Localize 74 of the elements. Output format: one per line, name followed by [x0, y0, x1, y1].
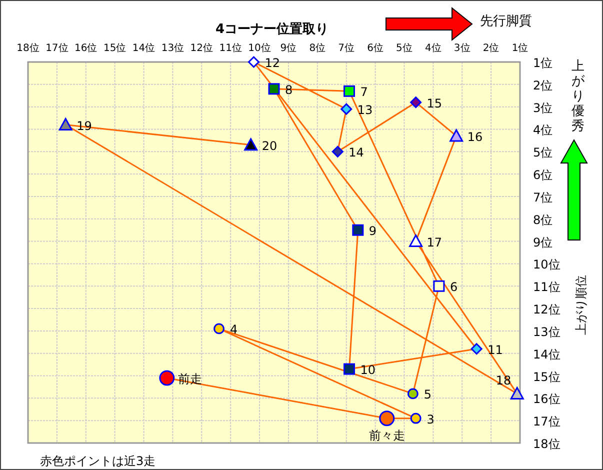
annotation: 3 — [426, 412, 434, 426]
x-tick-label: 5位 — [396, 42, 412, 54]
y-tick-label: 4位 — [533, 123, 553, 138]
annotation: 7 — [360, 85, 368, 100]
text: 赤色ポイントは近3走 — [40, 454, 156, 468]
x-tick-label: 6位 — [367, 42, 384, 54]
x-tick-label: 14位 — [132, 42, 156, 54]
y-tick-label: 9位 — [533, 235, 553, 250]
y-tick-label: 6位 — [533, 168, 553, 182]
annotation: 10 — [360, 363, 376, 378]
x-tick-label: 4位 — [424, 42, 442, 54]
annotation: 11 — [488, 342, 503, 357]
annotation: 17 — [426, 235, 442, 250]
y-tick-label: 2位 — [533, 78, 553, 92]
x-tick-label: 7位 — [338, 42, 355, 54]
annotation: 6 — [450, 280, 458, 294]
text: 上がり優秀 — [572, 59, 586, 134]
y-tick-label: 1位 — [533, 56, 553, 70]
annotation: 5 — [424, 388, 432, 402]
annotation: 前々走 — [368, 428, 405, 442]
x-tick-label: 10位 — [248, 42, 271, 54]
point — [343, 85, 355, 97]
annotation: 15 — [426, 96, 442, 110]
y-axis-title: 上がり順位 — [574, 275, 588, 335]
point — [510, 386, 524, 400]
x-tick-label: 12位 — [190, 42, 214, 54]
point — [332, 146, 344, 158]
x-tick-label: 1位 — [512, 42, 528, 54]
x-tick-label: 9位 — [280, 42, 297, 54]
x-tick-label: 18位 — [16, 42, 40, 54]
y-tick-label: 13位 — [533, 324, 560, 339]
point — [433, 280, 445, 292]
chart-title: 4コーナー位置取り — [215, 22, 329, 37]
x-tick-label: 13位 — [161, 42, 184, 54]
y-tick-label: 10位 — [533, 258, 560, 272]
y-tick-label: 15位 — [533, 370, 560, 384]
y-tick-label: 12位 — [533, 302, 560, 317]
point — [343, 363, 355, 375]
y-tick-label: 17位 — [533, 414, 560, 429]
point — [244, 138, 258, 151]
point — [410, 412, 422, 424]
y-tick-label: 16位 — [533, 392, 560, 406]
annotation: 12 — [264, 56, 280, 70]
y-tick-label: 8位 — [533, 212, 553, 227]
annotation: 16 — [467, 130, 483, 144]
point — [409, 234, 423, 248]
x-tick-label: 17位 — [46, 42, 68, 54]
point — [410, 96, 422, 108]
point — [214, 323, 224, 334]
point — [352, 224, 364, 236]
annotation: 9 — [368, 224, 377, 238]
x-tick-label: 15位 — [103, 42, 126, 54]
point — [268, 83, 280, 95]
annotation: 4 — [230, 322, 238, 337]
point — [407, 388, 418, 400]
y-tick-label: 5位 — [533, 146, 553, 160]
point — [58, 118, 72, 131]
point — [450, 129, 464, 142]
annotation: 13 — [357, 103, 373, 118]
point — [470, 343, 482, 355]
y-tick-label: 7位 — [533, 190, 553, 204]
annotation: 14 — [348, 146, 364, 160]
y-tick-label: 3位 — [533, 100, 553, 115]
text: 先行脚質 — [480, 14, 532, 29]
x-tick-label: 11位 — [219, 42, 242, 54]
y-tick-label: 11位 — [533, 280, 560, 294]
x-tick-label: 3位 — [454, 42, 470, 54]
x-tick-label: 16位 — [74, 42, 98, 54]
point — [340, 103, 352, 115]
x-tick-label: 2位 — [482, 42, 500, 54]
annotation: 20 — [262, 138, 278, 153]
y-tick-label: 14位 — [533, 347, 560, 362]
x-tick-label: 8位 — [309, 42, 326, 54]
y-tick-label: 18位 — [533, 437, 560, 451]
